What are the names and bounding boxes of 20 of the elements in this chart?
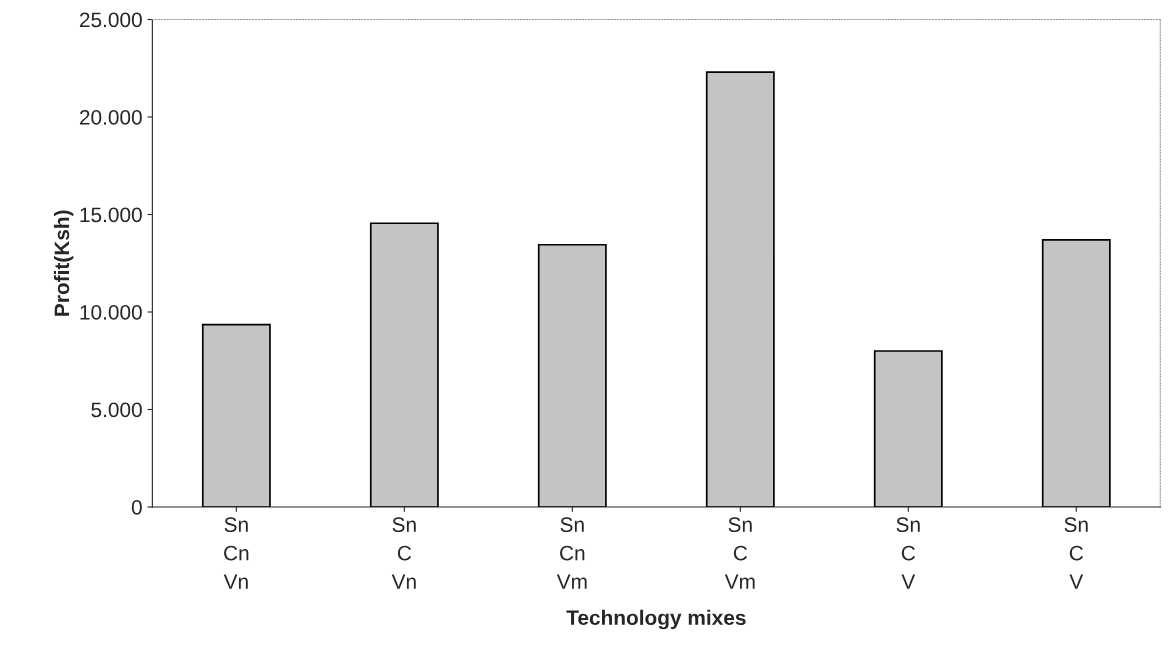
y-tick-label: 15.000 xyxy=(80,207,142,223)
x-axis-title: Technology mixes xyxy=(566,609,746,630)
y-tick-label: 25.000 xyxy=(79,12,142,28)
bar xyxy=(537,243,607,507)
y-tick-label: 10.000 xyxy=(80,305,142,320)
x-tick-label: Sn Cn Vm xyxy=(556,517,587,589)
x-tick-label: Sn C Vm xyxy=(724,517,755,589)
bar xyxy=(1041,239,1111,507)
y-tick-label: 0 xyxy=(131,500,142,515)
bar xyxy=(873,350,943,507)
x-tick-label: Sn Cn Vn xyxy=(223,517,249,589)
y-tick-label: 5.000 xyxy=(91,402,142,418)
x-tick-label: Sn C Vn xyxy=(391,517,416,589)
x-tick-label: Sn C V xyxy=(1064,517,1088,589)
bar xyxy=(705,71,775,507)
y-tick-label: 20.000 xyxy=(79,110,142,125)
x-tick-label: Sn C V xyxy=(896,517,920,589)
bar xyxy=(201,323,271,507)
bar xyxy=(369,222,439,507)
y-axis-title: Profit(Ksh) xyxy=(53,210,74,316)
